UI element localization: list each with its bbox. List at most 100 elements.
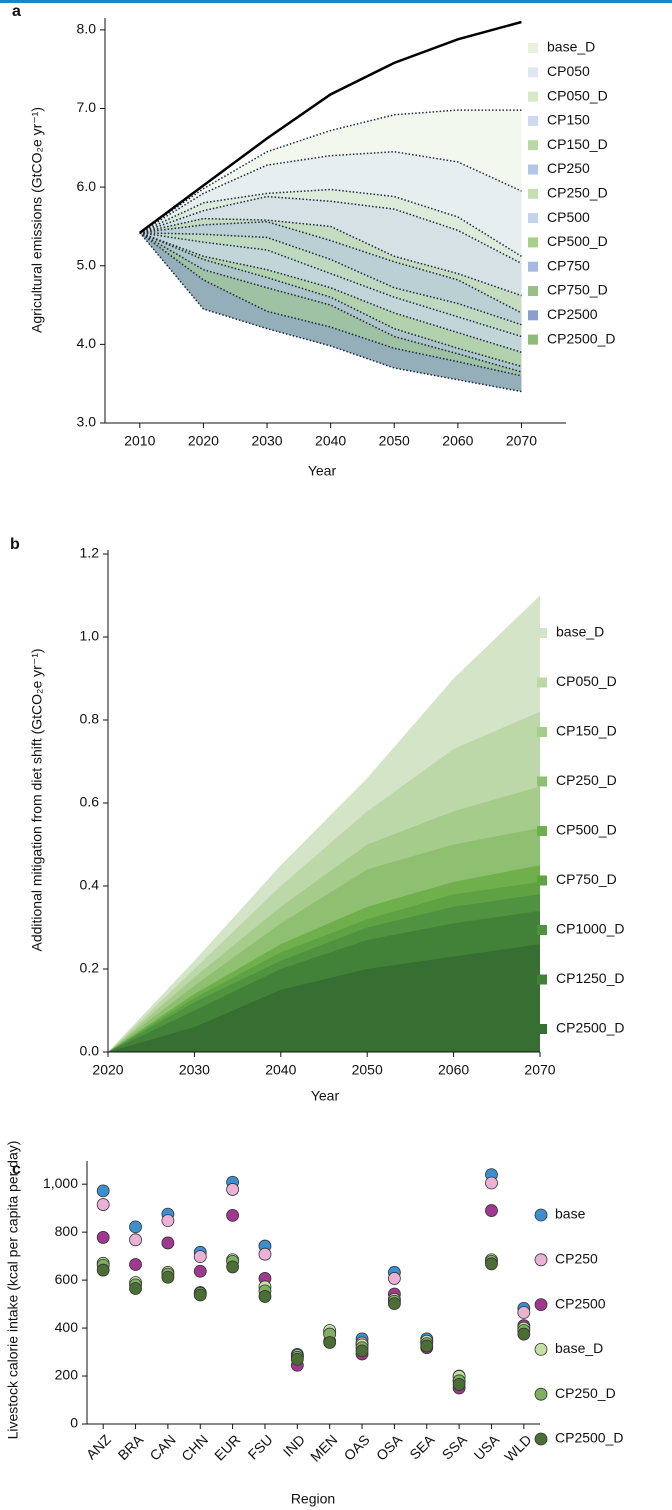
x-tick-label: IND [280,1431,308,1459]
dot [258,1290,272,1303]
dot [258,1247,272,1261]
legend-swatch [528,334,538,345]
y-tick-label: 4.0 [77,335,97,351]
dot [452,1378,466,1391]
dot [129,1233,142,1247]
legend-swatch [537,925,547,935]
area [108,944,540,1052]
legend-label: CP2500_D [556,1020,625,1036]
x-tick-label: 2040 [265,1062,296,1078]
series-line [139,232,522,373]
dot [290,1352,304,1366]
legend-swatch [537,826,547,836]
legend-label: CP050_D [556,673,617,689]
legend-swatch [528,43,538,53]
panel-letter: b [10,536,20,553]
dot [161,1270,175,1284]
area [139,232,522,392]
legend-swatch [528,261,538,272]
x-axis-title: Year [308,463,337,479]
legend-swatch [528,140,538,151]
x-tick-label: 2070 [524,1062,555,1078]
y-tick-label: 3.0 [77,414,97,430]
x-tick-label: OSA [373,1431,406,1464]
dot [129,1282,142,1295]
legend-label: CP150_D [556,723,617,739]
legend-swatch [534,1208,548,1222]
legend-swatch [537,1024,547,1034]
legend-label: CP500_D [547,233,608,249]
legend-label: CP2500_D [547,330,616,346]
area [139,232,522,392]
dot [485,1204,498,1217]
x-tick-label: SEA [406,1431,438,1463]
x-tick-label: CHN [178,1431,211,1464]
dot [96,1263,110,1277]
panel-letter: a [12,3,21,20]
y-tick-label: 200 [55,1367,79,1383]
legend-swatch [537,974,547,985]
legend-swatch [534,1432,548,1446]
legend-label: CP050_D [547,87,608,103]
legend-label: CP250 [547,160,590,176]
dot [193,1264,207,1278]
x-tick-label: 2040 [315,433,346,449]
legend-swatch [528,164,538,175]
x-tick-label: 2020 [188,433,219,449]
dot [387,1297,401,1311]
x-tick-label: EUR [211,1431,243,1463]
y-tick-label: 5.0 [77,256,97,272]
y-tick-label: 7.0 [77,99,97,115]
legend-swatch [528,115,538,126]
y-tick-label: 600 [55,1271,79,1287]
x-axis-title: Region [291,1491,335,1507]
series-line [139,231,522,326]
x-tick-label: 2020 [92,1062,123,1078]
y-tick-label: 0 [70,1415,78,1431]
dot [226,1183,240,1196]
legend-swatch [528,286,538,296]
legend-swatch [528,310,538,321]
dot [387,1272,401,1285]
x-tick-label: OAS [341,1431,373,1463]
legend-label: base_D [555,1340,603,1356]
legend-label: CP250_D [556,772,617,788]
base-line [139,20,522,234]
dot [226,1260,240,1274]
dot [355,1344,369,1358]
legend-label: CP750_D [547,282,608,298]
series-line [139,220,522,314]
y-tick-label: 6.0 [77,178,97,194]
series-line [139,231,522,338]
series-line [139,109,522,234]
y-tick-label: 0.0 [80,1043,100,1059]
y-tick-label: 8.0 [77,21,97,37]
y-tick-label: 0.8 [80,711,100,727]
dot [161,1214,175,1228]
dot [193,1288,207,1302]
dot [96,1231,110,1244]
dot [485,1176,498,1190]
y-tick-label: 0.2 [80,960,100,976]
legend-label: base [555,1206,586,1222]
x-tick-label: SSA [439,1431,471,1463]
legend-label: CP1250_D [556,970,625,986]
legend-label: CP050 [547,63,590,79]
legend-label: CP250_D [555,1385,616,1401]
legend-label: CP250_D [547,185,608,201]
legend-swatch [528,91,538,102]
x-tick-label: WLD [501,1431,534,1464]
y-tick-label: 0.6 [80,794,100,810]
legend-swatch [534,1343,548,1356]
legend-swatch [528,213,538,224]
series-line [139,232,522,393]
legend-label: CP150 [547,112,590,128]
x-tick-label: 2050 [379,433,410,449]
series-line [139,217,522,297]
dot [129,1220,142,1234]
legend-label: CP2500 [555,1295,606,1311]
legend-label: CP2500_D [555,1430,624,1446]
legend-label: CP750_D [556,871,617,887]
series-line [139,232,522,353]
legend-swatch [528,188,538,199]
